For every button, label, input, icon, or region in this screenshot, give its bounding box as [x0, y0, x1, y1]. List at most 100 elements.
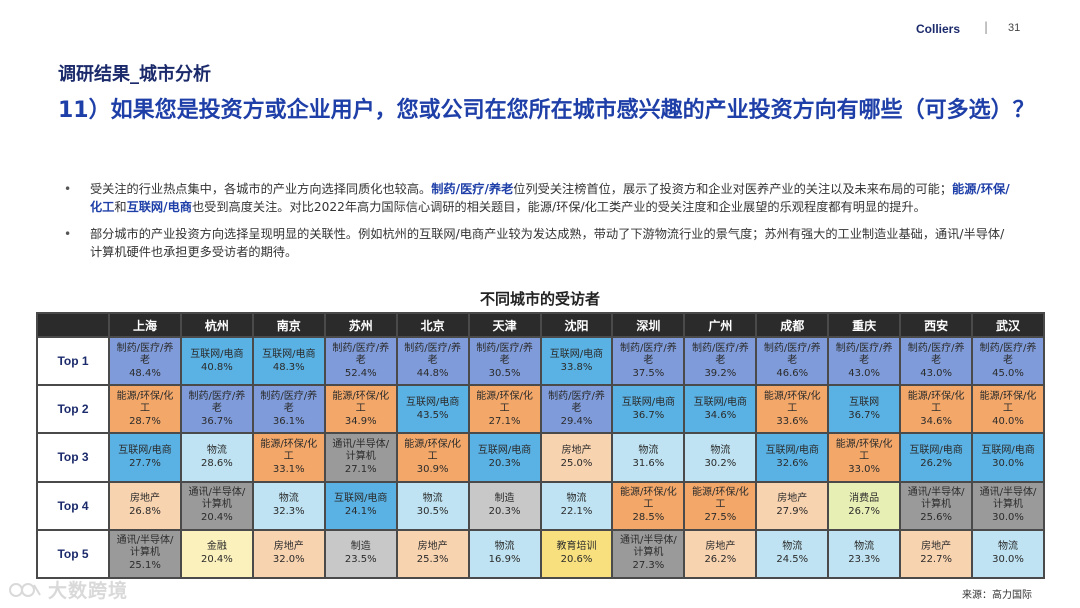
industry-percent: 40.0%	[992, 415, 1024, 427]
table-cell: 通讯/半导体/计算机 27.1%	[325, 434, 396, 481]
table-cell: 通讯/半导体/计算机 25.6%	[901, 482, 972, 529]
industry-name: 互联网/电商	[549, 348, 604, 360]
industry-name: 制药/医疗/养老	[548, 390, 605, 414]
industry-name: 制造	[494, 493, 515, 505]
industry-percent: 32.6%	[776, 457, 809, 469]
industry-percent: 48.3%	[272, 361, 305, 373]
table-cell: 物流 30.0%	[973, 530, 1043, 577]
table-cell: 制药/医疗/养老 29.4%	[541, 386, 612, 433]
industry-percent: 22.1%	[560, 506, 593, 518]
industry-name: 制造	[350, 541, 371, 553]
city-header: 北京	[397, 314, 468, 336]
table-cell: 物流 23.3%	[829, 530, 900, 577]
industry-percent: 25.1%	[129, 560, 161, 572]
table-cell: 能源/环保/化工 30.9%	[397, 434, 468, 481]
table-cell: 互联网 36.7%	[829, 386, 900, 433]
industry-percent: 32.0%	[272, 554, 305, 566]
industry-percent: 40.8%	[200, 361, 233, 373]
industry-name: 物流	[782, 541, 803, 553]
industry-percent: 28.6%	[200, 457, 233, 469]
industry-name: 房地产	[777, 493, 808, 505]
industry-name: 能源/环保/化工	[979, 390, 1037, 414]
industry-name: 通讯/半导体/计算机	[907, 487, 965, 511]
industry-name: 互联网/电商	[118, 444, 172, 456]
rank-label: Top 5	[38, 530, 108, 577]
industry-percent: 33.6%	[776, 415, 809, 427]
table-cell: 互联网/电商 20.3%	[469, 434, 540, 481]
industry-name: 制药/医疗/养老	[332, 342, 390, 366]
table-cell: 通讯/半导体/计算机 20.4%	[181, 482, 252, 529]
table-cell: 房地产 26.8%	[110, 482, 180, 529]
industry-percent: 20.3%	[488, 457, 521, 469]
industry-percent: 36.7%	[848, 409, 881, 421]
industry-name: 互联网/电商	[693, 396, 748, 408]
city-header: 武汉	[973, 314, 1043, 336]
industry-name: 制药/医疗/养老	[979, 342, 1037, 366]
industry-percent: 30.0%	[992, 554, 1024, 566]
table-cell: 物流 32.3%	[253, 482, 324, 529]
table-cell: 物流 28.6%	[181, 434, 252, 481]
industry-name: 互联网/电商	[765, 444, 819, 456]
header-separator: |	[984, 20, 989, 34]
industry-percent: 34.9%	[344, 415, 377, 427]
table-cell: 能源/环保/化工 28.5%	[613, 482, 684, 529]
industry-percent: 25.3%	[416, 554, 449, 566]
watermark-text: 大数跨境	[48, 580, 129, 602]
industry-name: 能源/环保/化工	[907, 390, 965, 414]
rank-label: Top 4	[38, 482, 108, 529]
city-header: 西安	[901, 314, 972, 336]
industry-name: 房地产	[273, 541, 304, 553]
industry-percent: 46.6%	[776, 367, 809, 379]
industry-percent: 23.5%	[344, 554, 377, 566]
industry-name: 制药/医疗/养老	[260, 390, 318, 414]
industry-percent: 37.5%	[632, 367, 665, 379]
table-cell: 互联网/电商 48.3%	[253, 338, 324, 385]
industry-name: 消费品	[849, 493, 880, 505]
industry-percent: 26.2%	[920, 457, 952, 469]
table-cell: 制药/医疗/养老 36.1%	[253, 386, 324, 433]
industry-percent: 34.6%	[704, 409, 737, 421]
table-cell: 制药/医疗/养老 43.0%	[901, 338, 972, 385]
city-header: 深圳	[613, 314, 684, 336]
industry-name: 互联网/电商	[262, 348, 316, 360]
industry-percent: 26.8%	[129, 506, 161, 518]
rank-label: Top 1	[38, 338, 108, 385]
table-cell: 互联网/电商 33.8%	[541, 338, 612, 385]
industry-name: 通讯/半导体/计算机	[116, 535, 174, 559]
industry-name: 能源/环保/化工	[763, 390, 821, 414]
industry-percent: 30.9%	[416, 463, 449, 475]
industry-percent: 27.7%	[129, 457, 161, 469]
bullet-text: 位列受关注榜首位，展示了投资方和企业对医养产业的关注以及未来布局的可能；	[513, 182, 953, 196]
industry-name: 教育培训	[556, 541, 597, 553]
table-cell: 制药/医疗/养老 30.5%	[469, 338, 540, 385]
industry-name: 互联网/电商	[981, 444, 1035, 456]
table-cell: 能源/环保/化工 34.9%	[325, 386, 396, 433]
industry-percent: 33.1%	[272, 463, 305, 475]
industry-percent: 30.0%	[992, 457, 1024, 469]
table-cell: 制造 23.5%	[325, 530, 396, 577]
table-cell: 能源/环保/化工 27.1%	[469, 386, 540, 433]
city-header: 上海	[110, 314, 180, 336]
industry-name: 制药/医疗/养老	[763, 342, 821, 366]
table-cell: 互联网/电商 24.1%	[325, 482, 396, 529]
industry-percent: 36.1%	[272, 415, 305, 427]
highlight-text: 能源/环保/化工	[90, 182, 1010, 214]
table-cell: 房地产 26.2%	[685, 530, 756, 577]
industry-name: 物流	[566, 493, 587, 505]
table-cell: 制造 20.3%	[469, 482, 540, 529]
bullet-list: 受关注的行业热点集中，各城市的产业方向选择同质化也较高。制药/医疗/养老位列受关…	[64, 180, 1014, 270]
city-header: 重庆	[829, 314, 900, 336]
industry-percent: 36.7%	[200, 415, 233, 427]
industry-percent: 23.3%	[848, 554, 881, 566]
city-header: 天津	[469, 314, 540, 336]
industry-percent: 27.3%	[632, 560, 665, 572]
industry-percent: 20.4%	[200, 554, 233, 566]
table-cell: 通讯/半导体/计算机 25.1%	[110, 530, 180, 577]
bullet-text: 受关注的行业热点集中，各城市的产业方向选择同质化也较高。	[90, 182, 432, 196]
industry-percent: 36.7%	[632, 409, 665, 421]
industry-name: 通讯/半导体/计算机	[979, 487, 1037, 511]
table-cell: 物流 22.1%	[541, 482, 612, 529]
highlight-text: 互联网/电商	[126, 200, 192, 214]
table-title: 不同城市的受访者	[479, 290, 600, 308]
industry-percent: 44.8%	[416, 367, 449, 379]
